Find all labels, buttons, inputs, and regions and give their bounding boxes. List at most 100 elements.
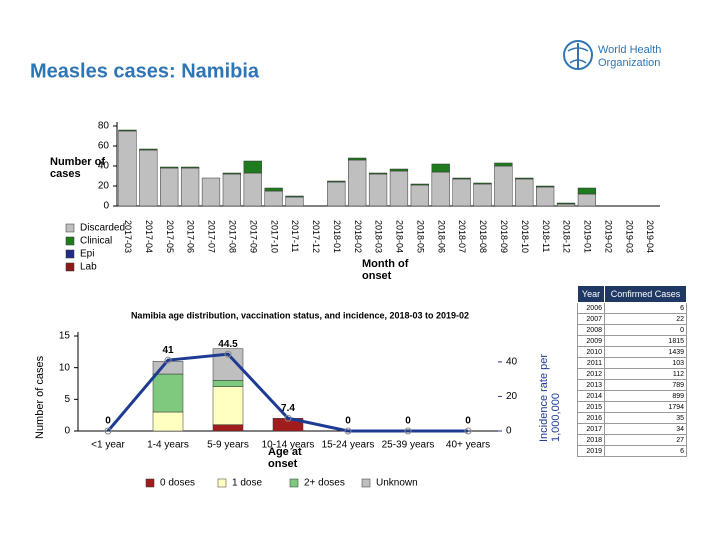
table-cell: 2014 [577, 390, 605, 402]
x-tick-label: 2018-02 [353, 220, 363, 253]
x-tick-label: 2017-05 [165, 220, 175, 253]
bar-segment [327, 180, 346, 183]
who-emblem [563, 40, 593, 70]
x-tick-label: 15-24 years [322, 440, 375, 451]
bar-segment [473, 182, 492, 185]
x-tick-label: 2018-07 [457, 220, 467, 253]
x-tick-label: 2017-12 [311, 220, 321, 253]
line-marker [224, 350, 232, 358]
table-row: 2008 0 [577, 324, 688, 336]
table-cell: 34 [603, 423, 688, 435]
bar-segment [556, 203, 576, 207]
bar-segment [118, 130, 137, 207]
bar-segment [368, 172, 388, 175]
bar-segment [452, 177, 471, 180]
bar-segment [368, 173, 388, 207]
bar-segment [118, 129, 137, 132]
x-tick-label: 2017-07 [207, 220, 217, 253]
legend-label: 1 dose [232, 478, 262, 489]
y2-tick-label: 20 [506, 391, 518, 402]
table-cell: 6 [603, 445, 688, 457]
table-cell: 2009 [577, 335, 605, 347]
legend-swatch [361, 478, 371, 488]
bar-segment [389, 168, 409, 172]
table-row: 2011 103 [577, 357, 688, 369]
table-row: 2017 34 [577, 423, 688, 435]
data-label: 7.4 [281, 403, 295, 414]
data-label: 0 [105, 416, 111, 427]
legend-label: 2+ doses [304, 478, 345, 489]
bar-segment [536, 185, 555, 188]
table-row: 2014 899 [577, 390, 688, 402]
header-cell: Year [577, 285, 605, 303]
data-label: 44.5 [218, 339, 238, 350]
y2-tick-label: 40 [506, 357, 518, 368]
x-axis-title: Month of onset [362, 258, 409, 282]
bar-segment [212, 424, 244, 432]
x-tick-label: <1 year [91, 440, 125, 451]
bar-segment [212, 380, 244, 387]
x-tick-label: 2019-01 [583, 220, 593, 253]
x-tick-label: 2018-01 [332, 220, 342, 253]
x-tick-label: 2017-09 [248, 220, 258, 253]
x-tick-label: 5-9 years [207, 440, 249, 451]
table-cell: 0 [603, 324, 688, 336]
bar-segment [494, 165, 513, 207]
legend-swatch [289, 478, 299, 488]
x-tick-label: 2017-06 [186, 220, 196, 253]
bar-segment [327, 181, 346, 207]
y-tick-label: 5 [64, 394, 70, 405]
logo-text: Organization [598, 57, 660, 69]
table-cell: 1815 [603, 335, 688, 347]
bar-segment [160, 166, 179, 169]
bar-segment [348, 159, 367, 207]
table-cell: 2013 [577, 379, 605, 391]
table-cell: 899 [603, 390, 688, 402]
bar-segment [389, 170, 409, 207]
table-row: 2013 789 [577, 379, 688, 391]
line-marker [404, 427, 412, 435]
x-tick-label: 2017-04 [144, 220, 154, 253]
bar-segment [515, 177, 534, 180]
x-axis-title: Age at onset [268, 446, 302, 470]
legend-swatch [145, 478, 155, 488]
table-row: 2012 112 [577, 368, 688, 380]
legend-swatch [65, 236, 75, 246]
table-cell: 6 [603, 302, 688, 314]
x-tick-label: 2018-03 [374, 220, 384, 253]
bar-segment [243, 172, 262, 207]
line-marker [464, 427, 472, 435]
data-label: 0 [465, 416, 471, 427]
bar-segment [556, 202, 576, 205]
x-tick-label: 25-39 years [382, 440, 435, 451]
bar-segment [152, 373, 184, 413]
bar-segment [410, 183, 429, 186]
data-label: 41 [162, 345, 174, 356]
x-tick-label: 2018-04 [395, 220, 405, 253]
cases-table: Year Confirmed Cases 2006 6 2007 22 2008 0 2009 1… [577, 285, 688, 457]
table-cell: 2017 [577, 423, 605, 435]
data-label: 0 [345, 416, 351, 427]
table-row: 2016 35 [577, 412, 688, 424]
y-tick-label: 60 [98, 141, 110, 152]
legend-swatch [65, 262, 75, 272]
y-tick-label: 0 [64, 426, 70, 437]
x-tick-label: 2019-02 [603, 220, 613, 253]
table-cell: 2019 [577, 445, 605, 457]
x-tick-label: 40+ years [446, 440, 490, 451]
legend-swatch [65, 249, 75, 259]
table-header-row: Year Confirmed Cases [577, 285, 688, 303]
y-tick-label: 80 [98, 121, 110, 132]
bar-segment [264, 190, 283, 207]
y-axis-title: Number of cases [34, 355, 46, 439]
logo-text: World Health [598, 44, 661, 56]
y-tick-label: 40 [98, 161, 110, 172]
x-tick-label: 2018-05 [415, 220, 425, 253]
bar-segment [160, 167, 179, 207]
bar-segment [139, 148, 158, 151]
data-label: 0 [405, 416, 411, 427]
bar-segment [431, 163, 450, 173]
table-row: 2019 6 [577, 445, 688, 457]
bar-segment [410, 184, 429, 207]
